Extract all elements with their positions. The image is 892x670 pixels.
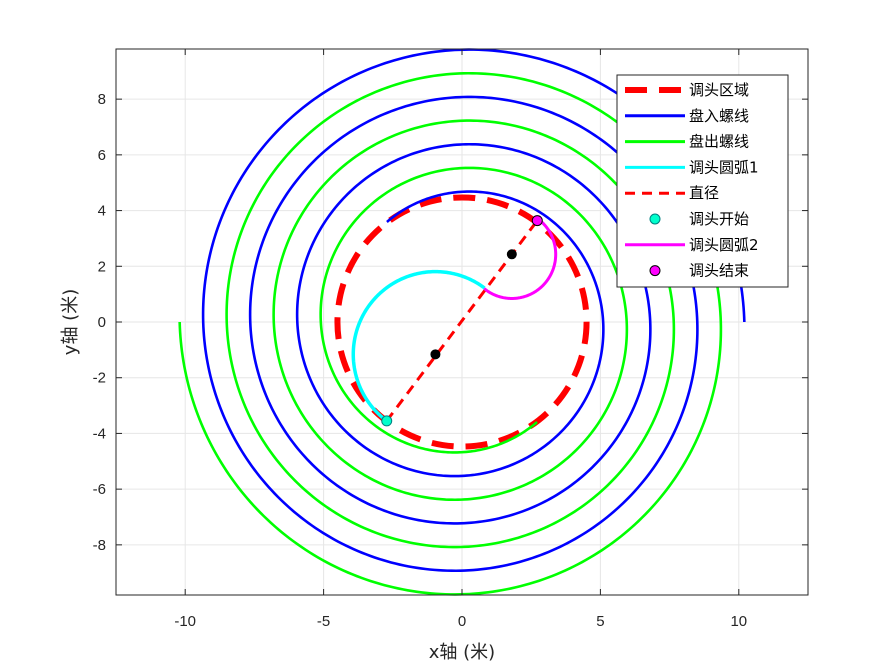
arc-center-point [430, 349, 441, 360]
y-tick-label: 8 [98, 91, 106, 108]
legend-label-turn_start: 调头开始 [689, 210, 749, 228]
x-tick-label: -5 [317, 613, 330, 630]
legend-label-spiral_in: 盘入螺线 [689, 107, 749, 125]
y-tick-label: -6 [93, 481, 106, 498]
y-tick-label: -4 [93, 425, 106, 442]
y-tick-label: 0 [98, 314, 106, 331]
turn-zone-circle [334, 194, 590, 450]
y-tick-label: 6 [98, 147, 106, 164]
turn-arc-2 [483, 217, 558, 300]
y-tick-label: 2 [98, 258, 106, 275]
legend-label-spiral_out: 盘出螺线 [689, 133, 749, 151]
y-tick-label: 4 [98, 203, 106, 220]
turn-start-marker [381, 415, 393, 427]
y-tick-label: -2 [93, 370, 106, 387]
legend-label-diameter: 直径 [689, 184, 719, 202]
tick-layer: -10 -5 0 5 10 -8 -6 -4 -2 0 2 4 6 8 [93, 49, 808, 630]
legend-box [616, 74, 789, 288]
x-tick-label: 5 [596, 613, 604, 630]
x-axis-label: x轴 (米) [429, 642, 495, 663]
x-tick-label: 0 [458, 613, 466, 630]
legend-label-arc2: 调头圆弧2 [689, 236, 759, 254]
y-axis-label: y轴 (米) [60, 289, 81, 355]
legend-label-turn_zone: 调头区域 [689, 81, 749, 99]
x-tick-label: 10 [730, 613, 747, 630]
series-layer [178, 48, 746, 596]
legend-symbol-turn_end [649, 265, 661, 277]
spiral-in-line [201, 48, 746, 573]
x-tick-label: -10 [174, 613, 196, 630]
y-tick-label: -8 [93, 537, 106, 554]
turn-end-marker [531, 215, 543, 227]
legend-label-arc1: 调头圆弧1 [689, 158, 759, 176]
legend-label-turn_end: 调头结束 [689, 262, 749, 280]
arc-center-point [506, 249, 517, 260]
legend-symbol-turn_start [649, 213, 661, 225]
turn-arc-1 [351, 269, 486, 423]
